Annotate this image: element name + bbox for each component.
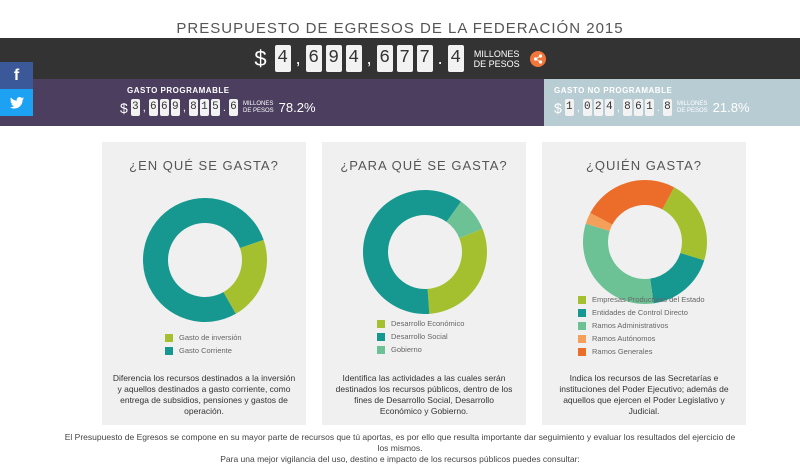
chart-legend: Gasto de inversión Gasto Corriente — [102, 331, 306, 357]
gasto-programable-amount: $ 3 , 6 6 9 , 8 1 5 . 6 MILLONES DE PESOS… — [120, 99, 316, 116]
gasto-programable-percent: 78.2% — [278, 100, 316, 115]
donut-slice-gasto-de-inversi-n[interactable] — [223, 239, 267, 314]
legend-item: Ramos Administrativos — [578, 319, 746, 332]
twitter-button[interactable] — [0, 89, 33, 116]
donut-slice-desarrollo-econ-mico[interactable] — [427, 228, 487, 314]
total-digit: 6 — [305, 45, 322, 72]
legend-item: Desarrollo Social — [377, 330, 526, 343]
gasto-no-programable-percent: 21.8% — [712, 100, 750, 115]
donut-chart-en-que — [143, 197, 267, 322]
donut-slice-ramos-aut-nomos[interactable] — [585, 212, 613, 232]
donut-slice-ramos-administrativos[interactable] — [583, 223, 654, 304]
donut-slice-empresas-productivas-del-estado[interactable] — [662, 187, 707, 261]
card-title: ¿EN QUÉ SE GASTA? — [129, 158, 279, 173]
footer-text: El Presupuesto de Egresos se compone en … — [60, 432, 740, 464]
legend-item: Desarrollo Económico — [377, 317, 526, 330]
chart-legend: Empresas Productivas del Estado Entidade… — [542, 293, 746, 358]
donut-slice-entidades-de-control-directo[interactable] — [650, 252, 705, 304]
social-share: f — [0, 62, 33, 116]
legend-item: Empresas Productivas del Estado — [578, 293, 746, 306]
page-title: PRESUPUESTO DE EGRESOS DE LA FEDERACIÓN … — [176, 20, 624, 37]
card-description: Indica los recursos de las Secretarías e… — [559, 373, 729, 416]
total-digit: 4 — [274, 45, 291, 72]
legend-item: Gobierno — [377, 343, 526, 356]
footer-line-2: Para una mejor vigilancia del uso, desti… — [220, 454, 580, 464]
gasto-no-programable-amount: $ 1 , 0 2 4 , 8 6 1 . 8 MILLONES DE PESOS… — [554, 99, 750, 116]
legend-item: Ramos Generales — [578, 345, 746, 358]
legend-item: Gasto de inversión — [165, 331, 306, 344]
card-quien-gasta: ¿QUIÉN GASTA? Empresas Productivas del E… — [542, 142, 746, 425]
total-digit: 4 — [345, 45, 362, 72]
gasto-programable-label: GASTO PROGRAMABLE — [127, 86, 230, 95]
card-en-que-se-gasta: ¿EN QUÉ SE GASTA? Gasto de inversión Gas… — [102, 142, 306, 425]
donut-chart-quien — [583, 180, 707, 304]
footer-line-1: El Presupuesto de Egresos se compone en … — [64, 432, 736, 453]
total-budget-bar: $ 4 , 6 9 4 , 6 7 7 . 4 MILLONES DE PESOS — [0, 38, 800, 79]
card-title: ¿PARA QUÉ SE GASTA? — [340, 158, 508, 173]
share-button[interactable] — [529, 50, 546, 67]
gasto-no-programable-label: GASTO NO PROGRAMABLE — [554, 86, 673, 95]
share-icon — [533, 53, 542, 64]
twitter-icon — [9, 96, 24, 108]
card-para-que-se-gasta: ¿PARA QUÉ SE GASTA? Desarrollo Económico… — [322, 142, 526, 425]
facebook-icon: f — [13, 66, 20, 84]
gasto-no-programable-panel: GASTO NO PROGRAMABLE $ 1 , 0 2 4 , 8 6 1… — [544, 79, 800, 126]
donut-chart-para-que — [363, 189, 487, 314]
donut-slice-ramos-generales[interactable] — [590, 180, 675, 225]
gasto-programable-panel: GASTO PROGRAMABLE $ 3 , 6 6 9 , 8 1 5 . … — [0, 79, 544, 126]
donut-slice-gobierno[interactable] — [446, 201, 483, 239]
total-unit: MILLONES DE PESOS — [473, 48, 520, 69]
total-digit: 9 — [325, 45, 342, 72]
legend-item: Entidades de Control Directo — [578, 306, 746, 319]
legend-item: Ramos Autónomos — [578, 332, 746, 345]
card-title: ¿QUIÉN GASTA? — [585, 158, 703, 173]
total-digit: 7 — [396, 45, 413, 72]
card-description: Diferencia los recursos destinados a la … — [112, 373, 296, 416]
total-digit: 7 — [416, 45, 433, 72]
chart-legend: Desarrollo Económico Desarrollo Social G… — [322, 317, 526, 356]
total-digit: 4 — [447, 45, 464, 72]
total-digit: 6 — [376, 45, 393, 72]
total-currency: $ — [254, 45, 267, 71]
card-description: Identifica las actividades a las cuales … — [335, 373, 513, 416]
facebook-button[interactable]: f — [0, 62, 33, 89]
donut-slice-gasto-corriente[interactable] — [143, 197, 264, 322]
donut-slice-desarrollo-social[interactable] — [363, 189, 462, 314]
legend-item: Gasto Corriente — [165, 344, 306, 357]
